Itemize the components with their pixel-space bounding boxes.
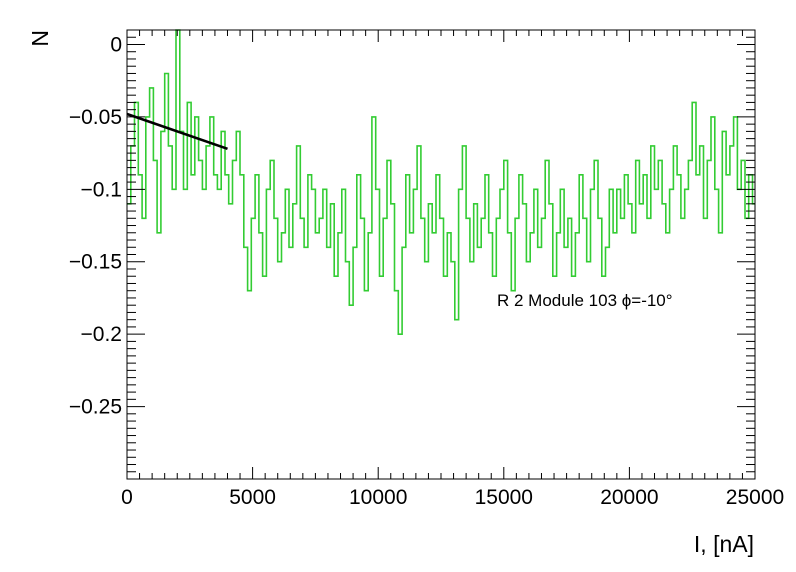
x-tick-label: 0: [121, 486, 133, 509]
x-tick-label: 10000: [349, 486, 407, 509]
y-tick-label: −0.05: [69, 106, 122, 129]
y-tick-label: −0.25: [69, 396, 122, 419]
y-tick-label: −0.1: [81, 178, 122, 201]
x-tick-label: 15000: [475, 486, 533, 509]
labels-layer: 0 5000 10000 15000 20000 25000 0 −0.05 −0.1 −0.15…: [69, 33, 784, 509]
y-tick-label: −0.2: [81, 323, 122, 346]
y-tick-label: −0.15: [69, 251, 122, 274]
x-tick-label: 25000: [726, 486, 784, 509]
x-axis-title: I, [nA]: [694, 531, 754, 557]
y-axis-title: N: [27, 30, 53, 47]
y-tick-label: 0: [110, 33, 122, 56]
plot-frame: [126, 29, 756, 480]
series-layer: [126, 29, 755, 335]
chart-annotation: R 2 Module 103 ϕ=-10°: [497, 291, 673, 310]
x-tick-label: 20000: [600, 486, 658, 509]
series-green-line: [127, 29, 755, 335]
ticks-layer: [126, 29, 756, 479]
x-tick-label: 5000: [229, 486, 276, 509]
fit-line: [126, 112, 228, 151]
